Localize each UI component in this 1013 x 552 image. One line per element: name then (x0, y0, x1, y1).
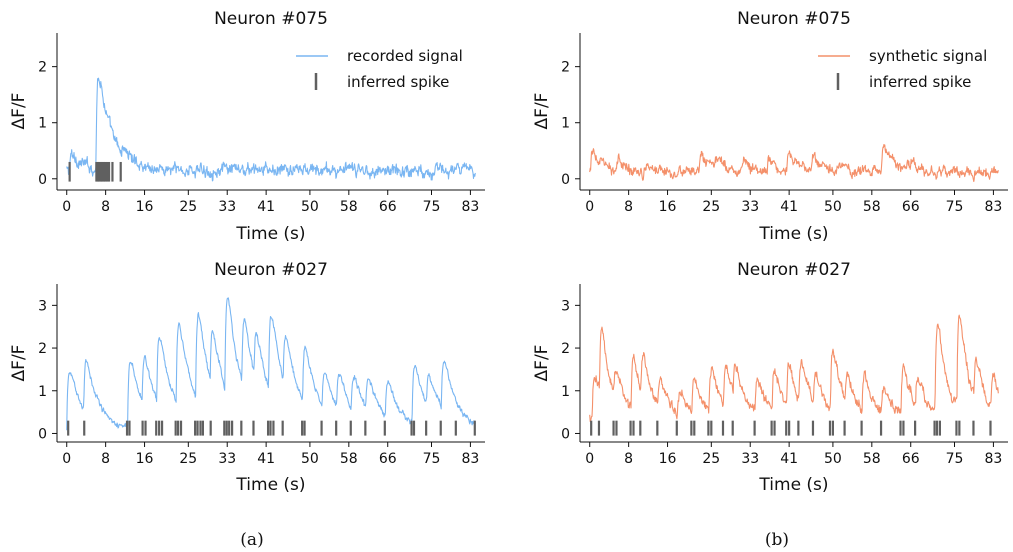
chart-title: Neuron #027 (737, 260, 851, 280)
x-tick-label: 75 (423, 199, 441, 215)
x-tick-label: 33 (218, 451, 236, 467)
x-tick-label: 41 (257, 451, 275, 467)
x-tick-label: 16 (659, 451, 677, 467)
axes: 0 8 16 25 33 41 50 58 66 75 83 0 1 2 3 (38, 284, 485, 467)
legend-label-spike: inferred spike (869, 73, 971, 91)
y-tick-label: 0 (561, 426, 570, 442)
x-tick-label: 58 (340, 199, 358, 215)
panel-b-neuron-075: Neuron #075 0 8 16 25 33 41 50 58 66 75 83 0 1 2 Time… (532, 9, 1008, 244)
x-tick-label: 75 (946, 199, 964, 215)
x-tick-label: 83 (461, 451, 479, 467)
x-tick-label: 16 (136, 451, 154, 467)
panel-b-neuron-027: Neuron #027 0 8 16 25 33 41 50 58 66 75 83 0 1 2 3 Tim… (532, 260, 1008, 495)
x-tick-label: 33 (741, 451, 759, 467)
x-tick-label: 0 (62, 451, 71, 467)
legend-label-spike: inferred spike (347, 73, 449, 91)
x-axis-label: Time (s) (235, 475, 305, 495)
x-tick-label: 66 (902, 451, 920, 467)
signal-trace (589, 144, 999, 183)
legend: recorded signal inferred spike (296, 47, 463, 91)
y-tick-label: 2 (38, 341, 47, 357)
x-tick-label: 50 (301, 451, 319, 467)
x-axis-label: Time (s) (758, 475, 828, 495)
signal-line (66, 77, 476, 182)
x-axis-label: Time (s) (235, 224, 305, 244)
spike-markers (67, 420, 476, 436)
y-tick-label: 2 (561, 341, 570, 357)
chart-title: Neuron #075 (214, 9, 328, 29)
y-axis-label: ΔF/F (9, 93, 29, 130)
spike-markers (590, 420, 992, 436)
x-tick-label: 66 (902, 199, 920, 215)
x-tick-label: 83 (461, 199, 479, 215)
x-tick-label: 50 (824, 199, 842, 215)
y-tick-label: 0 (38, 426, 47, 442)
x-tick-label: 33 (218, 199, 236, 215)
signal-line (589, 144, 999, 183)
legend-label-signal: synthetic signal (869, 47, 987, 65)
panel-a-neuron-027: Neuron #027 0 8 16 25 33 41 50 58 66 75 83 0 1 2 3 Tim… (9, 260, 485, 495)
y-tick-label: 1 (561, 384, 570, 400)
signal-trace (66, 77, 476, 182)
signal-line (589, 314, 999, 422)
x-tick-label: 25 (702, 199, 720, 215)
axes: 0 8 16 25 33 41 50 58 66 75 83 0 1 2 (561, 33, 1008, 215)
x-tick-label: 41 (257, 199, 275, 215)
x-tick-label: 83 (984, 451, 1002, 467)
caption-b: (b) (765, 530, 789, 550)
x-tick-label: 58 (340, 451, 358, 467)
x-tick-label: 8 (101, 451, 110, 467)
axes: 0 8 16 25 33 41 50 58 66 75 83 0 1 2 (38, 33, 485, 215)
x-tick-label: 66 (379, 199, 397, 215)
y-tick-label: 3 (561, 298, 570, 314)
x-tick-label: 50 (824, 451, 842, 467)
y-axis-label: ΔF/F (532, 93, 552, 130)
x-tick-label: 0 (585, 451, 594, 467)
x-tick-label: 66 (379, 451, 397, 467)
y-tick-label: 1 (38, 384, 47, 400)
signal-line (66, 297, 476, 431)
y-tick-label: 0 (38, 172, 47, 188)
y-tick-label: 1 (38, 116, 47, 132)
y-axis-label: ΔF/F (9, 345, 29, 382)
y-tick-label: 1 (561, 116, 570, 132)
chart-title: Neuron #075 (737, 9, 851, 29)
x-tick-label: 8 (101, 199, 110, 215)
x-tick-label: 25 (179, 451, 197, 467)
x-tick-label: 83 (984, 199, 1002, 215)
x-tick-label: 41 (780, 199, 798, 215)
chart-title: Neuron #027 (214, 260, 328, 280)
x-tick-label: 58 (863, 451, 881, 467)
y-tick-label: 2 (38, 60, 47, 76)
x-tick-label: 8 (624, 451, 633, 467)
legend-label-signal: recorded signal (347, 47, 463, 65)
spike-markers (68, 161, 122, 182)
x-tick-label: 41 (780, 451, 798, 467)
x-tick-label: 75 (946, 451, 964, 467)
x-tick-label: 25 (702, 451, 720, 467)
y-tick-label: 0 (561, 172, 570, 188)
y-tick-label: 2 (561, 60, 570, 76)
x-tick-label: 33 (741, 199, 759, 215)
panel-a-neuron-075: Neuron #075 0 8 16 25 33 41 50 58 66 75 83 0 1 2 Time… (9, 9, 485, 244)
x-tick-label: 16 (659, 199, 677, 215)
y-tick-label: 3 (38, 298, 47, 314)
x-tick-label: 0 (585, 199, 594, 215)
signal-trace (589, 314, 999, 422)
caption-a: (a) (240, 530, 263, 550)
x-tick-label: 25 (179, 199, 197, 215)
x-tick-label: 75 (423, 451, 441, 467)
x-axis-label: Time (s) (758, 224, 828, 244)
y-axis-label: ΔF/F (532, 345, 552, 382)
x-tick-label: 50 (301, 199, 319, 215)
x-tick-label: 16 (136, 199, 154, 215)
signal-trace (66, 297, 476, 431)
legend: synthetic signal inferred spike (818, 47, 987, 91)
x-tick-label: 58 (863, 199, 881, 215)
x-tick-label: 8 (624, 199, 633, 215)
axes: 0 8 16 25 33 41 50 58 66 75 83 0 1 2 3 (561, 284, 1008, 467)
x-tick-label: 0 (62, 199, 71, 215)
